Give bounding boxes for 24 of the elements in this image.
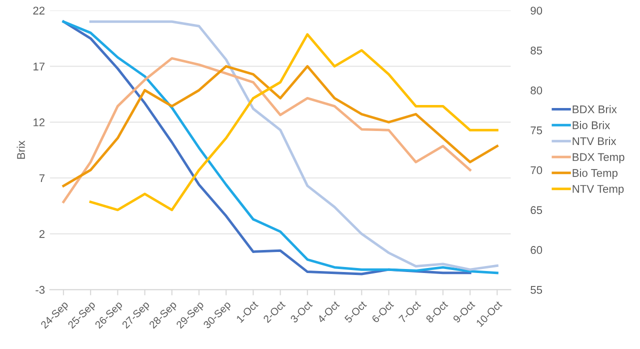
y-axis-title: Brix (16, 140, 25, 159)
y-tick-label: -3 (36, 286, 45, 294)
y2-tick-label: 65 (530, 206, 542, 214)
y2-tick-label: 85 (530, 46, 542, 54)
y2-tick-label: 75 (530, 126, 542, 134)
y-tick-label: 17 (34, 62, 44, 70)
y-tick-label: 22 (33, 6, 44, 14)
y-tick-label: 7 (39, 174, 44, 182)
legend-label: NTV Brix (572, 136, 616, 145)
legend-label: BDX Temp (572, 153, 624, 164)
y2-tick-label: 55 (530, 286, 542, 294)
y-tick-label: 2 (39, 230, 44, 238)
y-tick-label: 12 (34, 118, 44, 126)
line-series (62, 57, 472, 204)
legend-label: BDX Brix (572, 105, 617, 114)
y2-tick-label: 60 (530, 246, 542, 254)
y2-tick-label: 80 (530, 86, 542, 94)
legend-label: Bio Temp (572, 168, 618, 180)
legend-label: Bio Brix (572, 121, 610, 130)
y2-tick-label: 90 (530, 6, 542, 15)
line-series (89, 33, 498, 212)
y2-tick-label: 70 (530, 166, 542, 174)
line-series (62, 65, 498, 188)
legend-label: NTV Temp (572, 185, 624, 196)
